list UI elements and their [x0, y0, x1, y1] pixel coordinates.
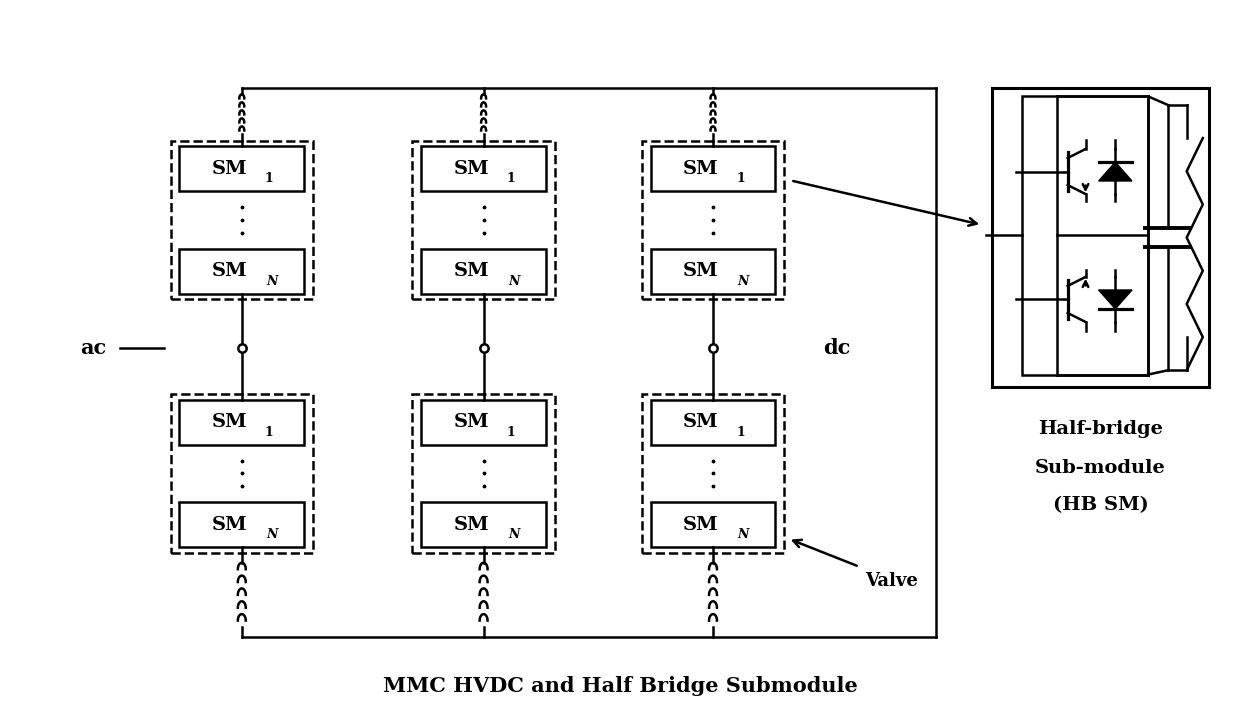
Bar	[180, 146, 304, 191]
Bar	[171, 394, 312, 553]
Text: SM: SM	[454, 515, 489, 534]
Bar	[180, 249, 304, 294]
Text: N: N	[267, 528, 278, 541]
Text: Valve: Valve	[866, 572, 919, 590]
Text: SM: SM	[683, 515, 718, 534]
Text: 1: 1	[507, 426, 516, 439]
Text: SM: SM	[212, 413, 247, 432]
Text: SM: SM	[212, 160, 247, 178]
Bar	[422, 502, 546, 547]
Text: 1: 1	[737, 426, 745, 439]
Bar	[422, 400, 546, 445]
Text: (HB SM): (HB SM)	[1053, 496, 1148, 515]
Bar	[992, 88, 1209, 387]
Bar	[412, 394, 556, 553]
Text: SM: SM	[212, 515, 247, 534]
Text: SM: SM	[683, 262, 718, 280]
Bar	[412, 141, 556, 299]
Text: SM: SM	[683, 413, 718, 432]
Text: N: N	[508, 528, 520, 541]
Bar	[1022, 96, 1148, 375]
Text: ac: ac	[79, 339, 107, 358]
Bar	[171, 141, 312, 299]
Text: N: N	[738, 275, 749, 288]
Bar	[180, 502, 304, 547]
Text: SM: SM	[454, 262, 489, 280]
Text: 1: 1	[507, 172, 516, 185]
Bar	[651, 400, 775, 445]
Bar	[642, 394, 784, 553]
Text: SM: SM	[454, 160, 489, 178]
Bar	[642, 141, 784, 299]
Text: 1: 1	[265, 426, 274, 439]
Polygon shape	[1099, 162, 1132, 181]
Text: N: N	[738, 528, 749, 541]
Text: SM: SM	[212, 262, 247, 280]
Text: dc: dc	[823, 339, 851, 358]
Text: N: N	[267, 275, 278, 288]
Bar	[180, 400, 304, 445]
Text: 1: 1	[265, 172, 274, 185]
Text: 1: 1	[737, 172, 745, 185]
Text: N: N	[508, 275, 520, 288]
Polygon shape	[1099, 290, 1132, 309]
Bar	[422, 146, 546, 191]
Text: SM: SM	[454, 413, 489, 432]
Text: Half-bridge: Half-bridge	[1038, 420, 1163, 439]
Bar	[422, 249, 546, 294]
Bar	[651, 146, 775, 191]
Text: Sub-module: Sub-module	[1035, 459, 1166, 477]
Text: MMC HVDC and Half Bridge Submodule: MMC HVDC and Half Bridge Submodule	[383, 677, 857, 696]
Bar	[651, 502, 775, 547]
Text: SM: SM	[683, 160, 718, 178]
Bar	[651, 249, 775, 294]
